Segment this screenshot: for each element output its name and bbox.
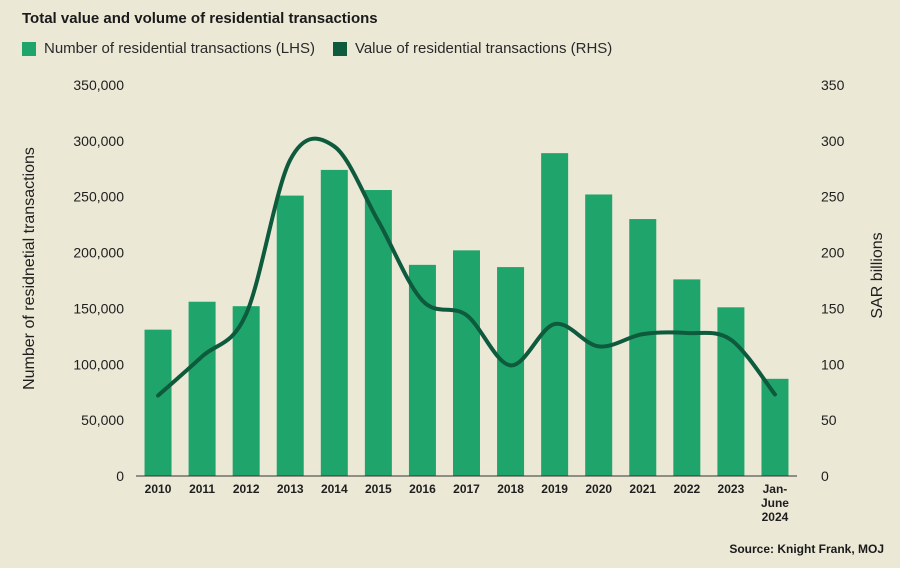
left-axis-tick-label: 250,000 xyxy=(73,189,124,205)
right-axis-tick-label: 150 xyxy=(821,300,845,316)
left-axis-tick-label: 150,000 xyxy=(73,300,124,316)
x-axis-tick-label: 2022 xyxy=(673,482,700,496)
legend-label-bar: Number of residential transactions (LHS) xyxy=(44,40,315,57)
right-axis-tick-label: 300 xyxy=(821,133,845,149)
x-axis-tick-label: 2018 xyxy=(497,482,524,496)
bar-2022 xyxy=(673,279,701,476)
left-axis-title: Number of residnetial transactions xyxy=(21,147,38,390)
x-axis-tick-label: 2012 xyxy=(233,482,260,496)
bar-2011 xyxy=(188,301,216,476)
x-axis-tick-label: 2014 xyxy=(321,482,348,496)
legend: Number of residential transactions (LHS)… xyxy=(22,40,630,57)
source-note: Source: Knight Frank, MOJ xyxy=(729,542,884,556)
legend-swatch-bar xyxy=(22,41,36,56)
bar-2019 xyxy=(541,153,569,476)
right-axis-tick-label: 200 xyxy=(821,245,845,261)
bar-2013 xyxy=(276,195,304,476)
right-axis-tick-label: 0 xyxy=(821,468,829,484)
x-axis-tick-label: 2010 xyxy=(145,482,172,496)
left-axis-tick-label: 100,000 xyxy=(73,356,124,372)
bar-2023 xyxy=(717,307,745,476)
left-axis-tick-label: 350,000 xyxy=(73,77,124,93)
x-axis-tick-label: 2020 xyxy=(585,482,612,496)
x-axis-tick-label: 2017 xyxy=(453,482,480,496)
left-axis-tick-label: 300,000 xyxy=(73,133,124,149)
legend-item-transactions-value: Value of residential transactions (RHS) xyxy=(332,40,613,57)
bar-2010 xyxy=(144,329,172,476)
legend-item-transactions-count: Number of residential transactions (LHS) xyxy=(22,40,315,57)
bar-2018 xyxy=(497,267,525,476)
x-axis-tick-label: 2016 xyxy=(409,482,436,496)
legend-label-line: Value of residential transactions (RHS) xyxy=(354,40,613,57)
left-axis-tick-label: 0 xyxy=(116,468,124,484)
bar-2020 xyxy=(585,194,613,477)
x-axis-tick-label: 2015 xyxy=(365,482,392,496)
left-axis-tick-label: 200,000 xyxy=(73,245,124,261)
left-axis-tick-label: 50,000 xyxy=(81,412,124,428)
x-axis-tick-label: 2023 xyxy=(718,482,745,496)
x-axis-tick-label: 2013 xyxy=(277,482,304,496)
bar-2017 xyxy=(453,250,480,476)
x-axis-tick-label: 2019 xyxy=(541,482,568,496)
x-axis-tick-label: 2011 xyxy=(189,482,215,496)
right-axis-tick-label: 50 xyxy=(821,412,837,428)
bar-2014 xyxy=(320,169,348,476)
chart-title: Total value and volume of residential tr… xyxy=(22,10,378,27)
right-axis-title: SAR billions xyxy=(869,232,886,318)
right-axis-tick-label: 250 xyxy=(821,189,845,205)
bar-2015 xyxy=(364,190,392,477)
legend-swatch-line xyxy=(332,41,347,56)
bar-2016 xyxy=(408,264,436,476)
right-axis-tick-label: 350 xyxy=(821,77,845,93)
right-axis-tick-label: 100 xyxy=(821,356,845,372)
bar-2012 xyxy=(232,306,260,476)
bar-2021 xyxy=(629,219,657,477)
x-axis-tick-label: Jan-June 2024 xyxy=(761,482,789,524)
value-series-line xyxy=(156,136,777,398)
x-axis-tick-label: 2021 xyxy=(629,482,656,496)
